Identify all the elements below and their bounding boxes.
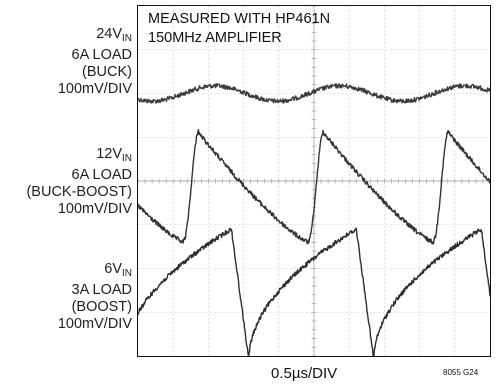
trace2-label: 12VIN 6A LOAD (BUCK-BOOST) 100mV/DIV	[26, 146, 132, 218]
x-axis-label: 0.5µs/DIV	[271, 365, 337, 382]
trace3-mode: (BOOST)	[58, 299, 132, 316]
annotation-line-1: MEASURED WITH HP461N	[148, 11, 330, 28]
scope-plot	[138, 6, 490, 356]
trace3-scale: 100mV/DIV	[58, 316, 132, 333]
figure-code: 8055 G24	[443, 368, 478, 377]
trace3-load: 3A LOAD	[58, 282, 132, 299]
trace2-mode: (BUCK-BOOST)	[26, 184, 132, 201]
trace1-load: 6A LOAD	[58, 47, 132, 64]
trace1-scale: 100mV/DIV	[58, 81, 132, 98]
trace2-load: 6A LOAD	[26, 167, 132, 184]
scope-screen	[137, 5, 491, 357]
trace1-mode: (BUCK)	[58, 64, 132, 81]
annotation-line-2: 150MHz AMPLIFIER	[148, 30, 282, 47]
trace2-vin: 12VIN	[26, 146, 132, 167]
trace2-scale: 100mV/DIV	[26, 201, 132, 218]
trace3-label: 6VIN 3A LOAD (BOOST) 100mV/DIV	[58, 261, 132, 333]
trace3-vin: 6VIN	[58, 261, 132, 282]
trace1-vin: 24VIN	[58, 26, 132, 47]
trace1-label: 24VIN 6A LOAD (BUCK) 100mV/DIV	[58, 26, 132, 98]
